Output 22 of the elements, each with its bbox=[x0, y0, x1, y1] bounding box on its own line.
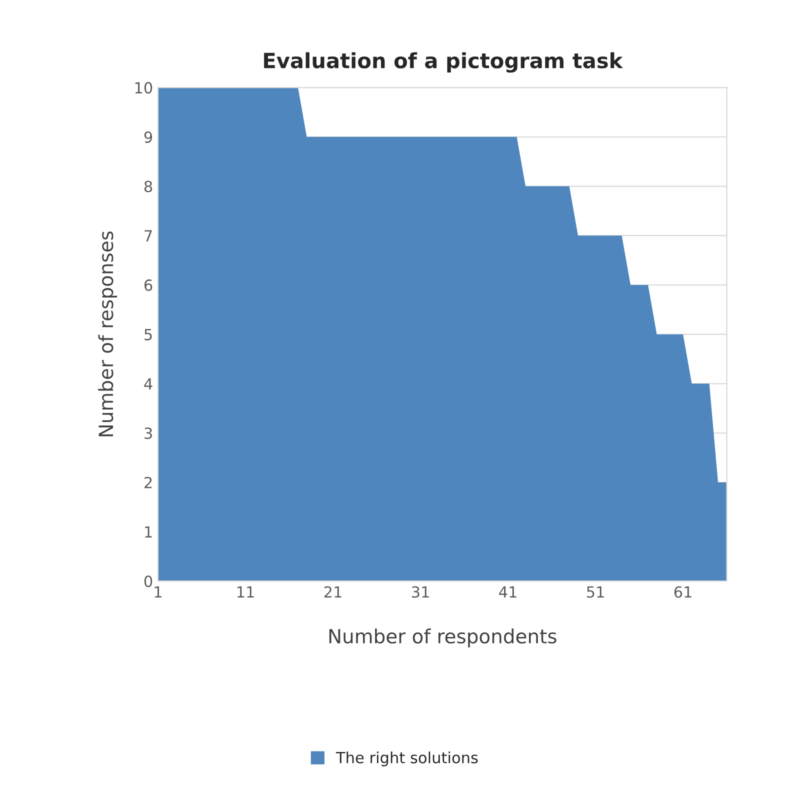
legend-label: The right solutions bbox=[336, 752, 478, 766]
x-axis-title: Number of respondents bbox=[329, 628, 556, 648]
y-tick-label: 1 bbox=[145, 526, 152, 538]
y-tick-label: 6 bbox=[144, 279, 152, 291]
y-tick-label: 5 bbox=[144, 328, 152, 340]
y-tick-label: 8 bbox=[144, 180, 152, 192]
y-axis-title: Number of responses bbox=[98, 231, 118, 436]
x-tick-label: 21 bbox=[324, 586, 342, 598]
y-tick-label: 4 bbox=[144, 378, 152, 390]
x-tick-label: 11 bbox=[237, 586, 254, 598]
y-tick-label: 3 bbox=[144, 427, 152, 440]
x-tick-label: 41 bbox=[499, 586, 516, 598]
x-tick-label: 1 bbox=[154, 586, 162, 598]
x-tick-label: 51 bbox=[586, 586, 604, 598]
chart-title: Evaluation of a pictogram task bbox=[264, 52, 624, 73]
y-tick-label: 2 bbox=[144, 476, 152, 488]
x-tick-label: 61 bbox=[674, 586, 692, 598]
y-tick-label: 9 bbox=[144, 131, 152, 143]
y-tick-label: 10 bbox=[135, 82, 152, 94]
x-tick-label: 31 bbox=[412, 586, 429, 598]
y-tick-label: 0 bbox=[144, 576, 152, 588]
y-tick-label: 7 bbox=[144, 230, 152, 242]
